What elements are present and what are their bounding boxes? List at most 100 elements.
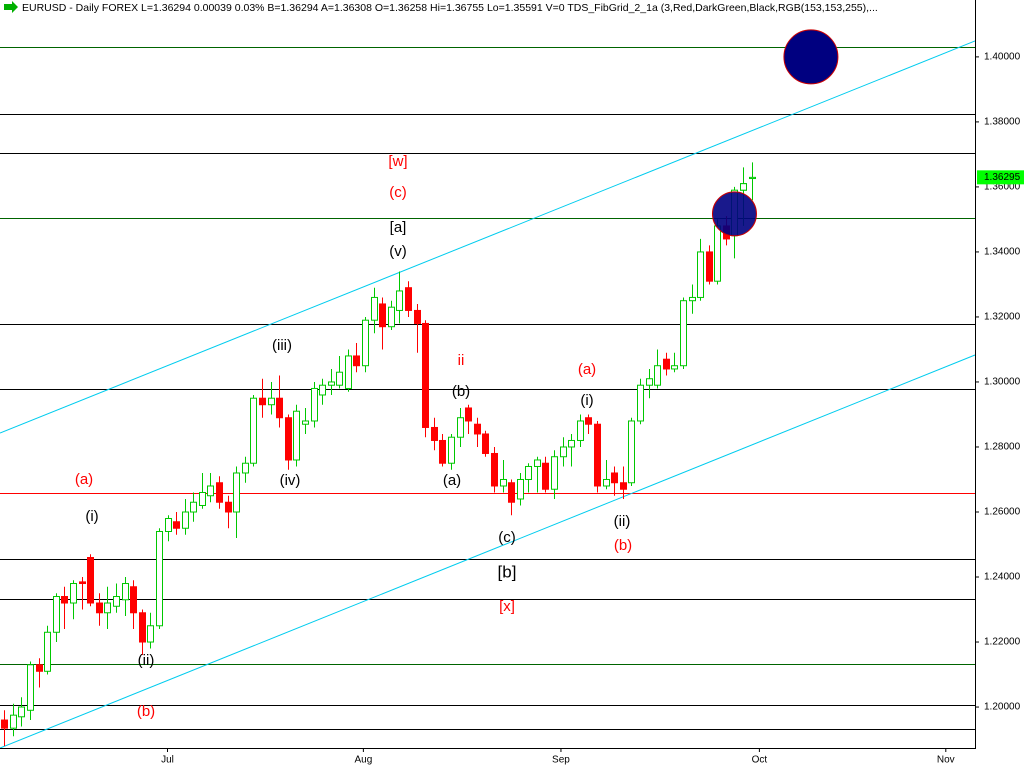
candle-body: [465, 407, 472, 422]
y-tick-label: 1.36000: [984, 182, 1021, 193]
channels: [0, 40, 976, 749]
candle-body: [18, 706, 25, 718]
y-tick-label: 1.22000: [984, 637, 1021, 648]
candle-body: [620, 482, 627, 490]
candle-body: [353, 355, 360, 367]
candle-body: [53, 596, 60, 633]
candle-body: [130, 586, 137, 614]
y-tick-label: 1.26000: [984, 507, 1021, 518]
candle-body: [207, 485, 214, 497]
y-tick-label: 1.38000: [984, 117, 1021, 128]
y-tick-label: 1.40000: [984, 52, 1021, 63]
candle-body: [422, 322, 429, 428]
wave-label: (i): [85, 508, 98, 525]
wave-label: [b]: [498, 562, 517, 581]
ellipse-marker: [711, 191, 757, 237]
candle-body: [311, 387, 318, 422]
wave-label: ii: [458, 352, 465, 369]
candle-body: [491, 452, 498, 487]
candle-body: [362, 319, 369, 367]
candle-body: [165, 517, 172, 532]
candle-body: [199, 491, 206, 506]
channel-line: [0, 354, 976, 749]
wave-labels: [w] (c) [a] (v) (iii) (iv) ii (b) (a) (c) [b] [x] (a…: [75, 153, 632, 720]
wave-label: (c): [389, 184, 407, 201]
candle-body: [697, 251, 704, 298]
candle-body: [156, 530, 163, 627]
candle-body: [122, 583, 129, 601]
candle-body: [147, 625, 154, 643]
wave-label: [a]: [390, 219, 407, 236]
last-price-label: 1.36295: [984, 172, 1021, 183]
candle-body: [319, 384, 326, 396]
candle-body: [27, 664, 34, 711]
axes: 1.20000 1.22000 1.24000 1.26000 1.28000 1.300…: [161, 52, 1024, 766]
wave-label: (ii): [614, 513, 631, 530]
last-price-tag: [977, 170, 1024, 185]
y-tick-label: 1.34000: [984, 247, 1021, 258]
candle-body: [482, 433, 489, 454]
candle-body: [336, 371, 343, 386]
candle-body: [104, 602, 111, 614]
candle-body: [345, 355, 352, 389]
candle-body: [542, 462, 549, 490]
candle-body: [87, 557, 94, 604]
candle-body: [594, 423, 601, 487]
wave-label: (c): [498, 529, 516, 546]
candle-body: [534, 459, 541, 467]
candle-body: [585, 417, 592, 425]
candle-body: [500, 478, 507, 487]
candle-body: [689, 296, 696, 302]
wave-label: (b): [614, 537, 632, 554]
candle-body: [663, 358, 670, 370]
candle-body: [654, 365, 661, 386]
candles: [1, 162, 756, 747]
candle-body: [551, 456, 558, 490]
candle-body: [611, 472, 618, 484]
candle-body: [448, 436, 455, 464]
wave-label: [w]: [388, 153, 407, 170]
y-tick-label: 1.20000: [984, 702, 1021, 713]
candle-body: [250, 397, 257, 464]
candle-body: [740, 183, 747, 191]
candle-body: [646, 378, 653, 386]
candle-body: [577, 420, 584, 441]
candle-body: [457, 417, 464, 438]
chart-header: EURUSD - Daily FOREX L=1.36294 0.00039 0…: [22, 2, 878, 14]
y-tick-label: 1.28000: [984, 442, 1021, 453]
candle-body: [328, 381, 335, 386]
candle-body: [139, 612, 146, 643]
candle-body: [560, 446, 567, 458]
candle-body: [285, 417, 292, 461]
wave-label: (a): [75, 471, 93, 488]
ellipse-marker: [783, 29, 839, 85]
candle-body: [242, 462, 249, 474]
candle-body: [714, 225, 721, 282]
candle-body: [182, 511, 189, 529]
x-tick-label: Oct: [752, 755, 768, 766]
wave-label: (ii): [138, 652, 155, 669]
candle-body: [396, 290, 403, 311]
ellipses: [711, 29, 839, 237]
candle-body: [474, 423, 481, 435]
candle-body: [61, 596, 68, 604]
x-tick-label: Jul: [161, 755, 174, 766]
wave-label: (a): [443, 472, 461, 489]
candle-body: [276, 397, 283, 419]
wave-label: (a): [578, 361, 596, 378]
wave-label: (b): [452, 383, 470, 400]
channel-line: [0, 40, 976, 434]
x-tick-label: Sep: [552, 755, 570, 766]
wave-label: (b): [137, 703, 155, 720]
candle-body: [1, 719, 8, 729]
candle-body: [414, 309, 421, 324]
wave-label: (iii): [272, 337, 292, 354]
candle-body: [508, 482, 515, 503]
candle-body: [233, 472, 240, 513]
candle-body: [96, 602, 103, 614]
wave-label: (iv): [280, 472, 301, 489]
candle-body: [190, 501, 197, 513]
candle-body: [628, 420, 635, 484]
